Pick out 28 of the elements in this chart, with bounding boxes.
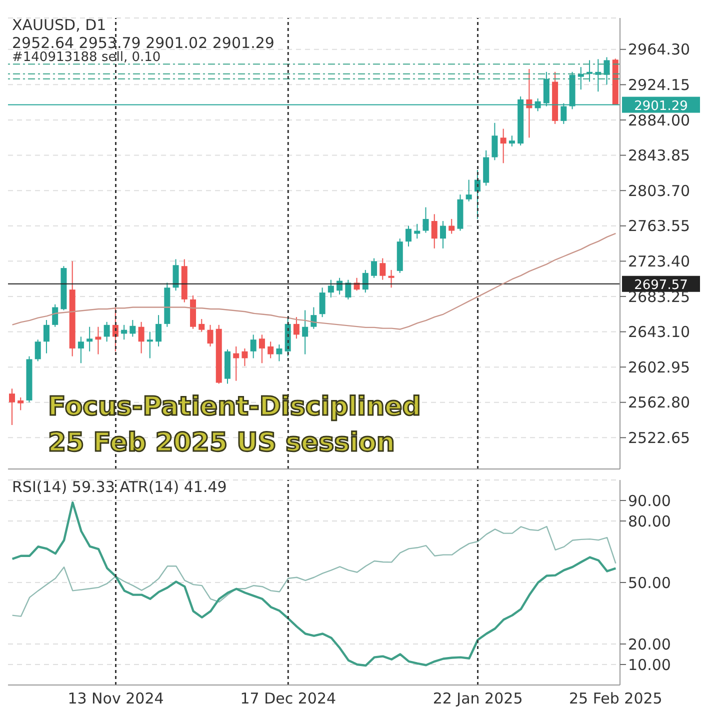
y-tick-label: 20.00 (628, 635, 671, 654)
y-tick-label: 2843.85 (628, 146, 690, 165)
y-tick-label: 2964.30 (628, 40, 690, 59)
chart-title: XAUUSD, D1 (12, 16, 108, 34)
y-tick-label: 2763.55 (628, 217, 690, 236)
ref-line-label: #140913188 sell, 0.10 (12, 50, 161, 66)
x-tick-label: 13 Nov 2024 (68, 690, 164, 708)
annotation: Focus-Patient-Disciplined (48, 392, 421, 422)
y-tick-label: 2522.65 (628, 428, 690, 447)
x-tick-label: 22 Jan 2025 (432, 690, 523, 708)
x-tick-label: 17 Dec 2024 (240, 690, 336, 708)
y-tick-label: 2723.40 (628, 252, 690, 270)
y-tick-label: 2562.80 (628, 394, 690, 412)
y-tick-label: 2884.00 (628, 111, 690, 130)
chart-title: RSI(14) 59.33 ATR(14) 41.49 (12, 478, 227, 496)
ref-line-label: 2697.57 (634, 278, 688, 293)
y-tick-label: 50.00 (628, 574, 671, 592)
y-tick-label: 2924.15 (628, 76, 690, 94)
ref-line-label: 2901.29 (634, 98, 688, 114)
y-tick-label: 10.00 (628, 656, 671, 674)
annotation: 25 Feb 2025 US session (48, 428, 395, 458)
x-tick-label: 25 Feb 2025 (569, 690, 662, 708)
y-tick-label: 2602.95 (628, 358, 690, 376)
y-tick-label: 2803.70 (628, 182, 690, 200)
text: 2952.64 2953.79 2901.02 2901.29 (12, 34, 274, 52)
y-tick-label: 90.00 (628, 492, 671, 510)
y-tick-label: 80.00 (628, 512, 671, 530)
y-tick-label: 2643.10 (628, 323, 690, 342)
